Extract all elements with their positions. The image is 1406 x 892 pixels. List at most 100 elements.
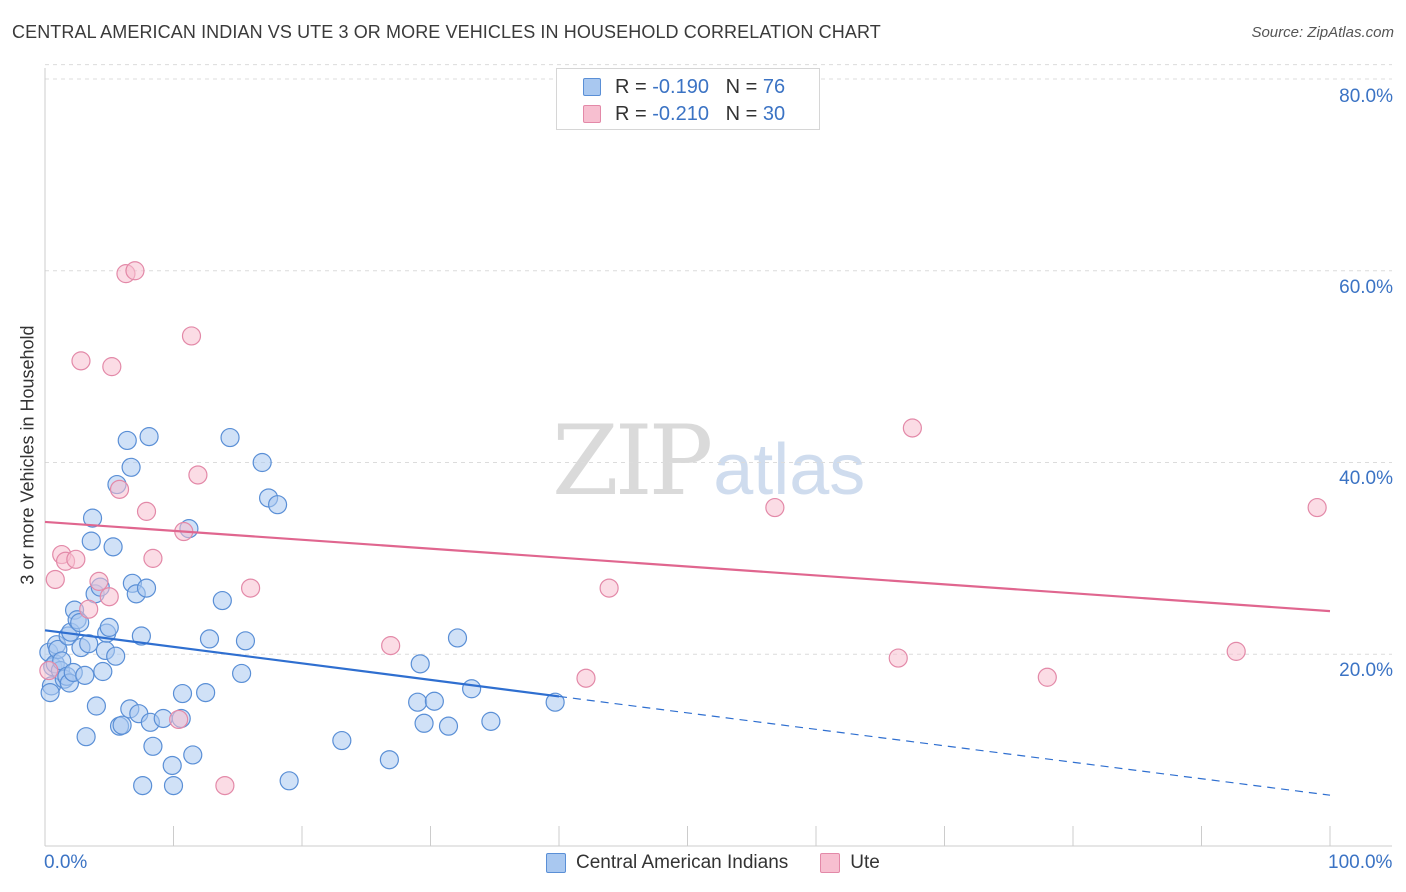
data-point-central-american-indians-65 <box>379 750 399 770</box>
data-point-central-american-indians-73 <box>481 711 501 731</box>
data-point-ute-29 <box>1307 497 1327 518</box>
data-point-ute-7 <box>89 571 109 591</box>
data-point-ute-23 <box>599 578 619 598</box>
legend-swatch-blue <box>546 853 566 873</box>
data-point-central-american-indians-69 <box>424 691 444 711</box>
data-point-ute-24 <box>765 497 785 518</box>
data-point-ute-10 <box>109 479 130 499</box>
data-point-ute-21 <box>381 636 401 656</box>
r-value: -0.210 <box>652 102 709 125</box>
stats-legend: R = -0.190 N = 76 R = -0.210 N = 30 <box>556 68 820 130</box>
data-point-ute-5 <box>71 351 91 371</box>
data-point-central-american-indians-68 <box>414 713 434 733</box>
data-point-central-american-indians-21 <box>81 531 101 551</box>
legend-label: Ute <box>850 852 880 873</box>
data-point-central-american-indians-54 <box>196 682 216 703</box>
data-point-ute-4 <box>66 549 86 569</box>
data-point-central-american-indians-42 <box>133 775 153 796</box>
data-point-central-american-indians-43 <box>136 578 157 598</box>
y-axis-label: 3 or more Vehicles in Household <box>17 325 38 585</box>
data-point-central-american-indians-71 <box>447 628 468 648</box>
data-point-central-american-indians-31 <box>106 646 126 666</box>
pink-swatch <box>583 105 601 123</box>
watermark-atlas: atlas <box>713 430 866 510</box>
trend-line-central-american-indians <box>44 629 560 698</box>
data-point-central-american-indians-44 <box>139 427 159 447</box>
blue-swatch <box>583 78 601 96</box>
watermark-zip: ZIP <box>552 405 713 517</box>
data-point-central-american-indians-26 <box>93 661 113 682</box>
data-point-central-american-indians-59 <box>235 631 256 651</box>
data-point-central-american-indians-60 <box>252 452 272 473</box>
data-point-central-american-indians-48 <box>162 755 182 776</box>
data-point-central-american-indians-72 <box>462 679 482 699</box>
source-note: Source: ZipAtlas.com <box>1251 24 1394 41</box>
data-point-central-american-indians-49 <box>163 775 184 796</box>
data-point-central-american-indians-19 <box>76 727 96 747</box>
data-point-central-american-indians-66 <box>408 692 428 712</box>
x-tick-label-0: 0.0% <box>44 852 88 873</box>
data-point-ute-26 <box>902 418 922 438</box>
y-tick-label-40: 40.0% <box>1339 468 1393 489</box>
legend-item-central-american-indians: Central American Indians <box>546 852 788 874</box>
data-point-ute-8 <box>99 587 119 607</box>
n-value: 76 <box>762 75 786 98</box>
data-point-ute-20 <box>241 578 261 598</box>
data-point-central-american-indians-30 <box>103 537 123 557</box>
chart-title: CENTRAL AMERICAN INDIAN VS UTE 3 OR MORE… <box>12 22 881 42</box>
r-label: R = <box>615 75 653 98</box>
stats-text-pink: R = -0.210 N = 30 <box>615 103 785 126</box>
data-point-central-american-indians-74 <box>545 692 565 712</box>
data-point-central-american-indians-56 <box>212 590 232 611</box>
data-point-central-american-indians-41 <box>131 626 151 646</box>
data-point-central-american-indians-46 <box>143 736 163 756</box>
data-point-central-american-indians-24 <box>86 696 107 716</box>
data-point-central-american-indians-53 <box>183 745 203 765</box>
r-value: -0.190 <box>652 75 709 98</box>
data-point-ute-28 <box>1226 641 1246 661</box>
data-point-ute-15 <box>169 709 189 730</box>
data-point-ute-19 <box>215 775 235 796</box>
data-point-central-american-indians-62 <box>267 495 288 515</box>
data-point-central-american-indians-55 <box>199 629 220 649</box>
y-tick-label-20: 20.0% <box>1339 660 1393 681</box>
trend-line-extension-central-american-indians <box>558 695 1331 796</box>
data-point-central-american-indians-70 <box>438 716 459 736</box>
data-point-ute-17 <box>181 326 202 346</box>
data-point-central-american-indians-63 <box>279 771 299 791</box>
data-point-ute-12 <box>125 261 145 281</box>
data-point-central-american-indians-20 <box>79 634 99 654</box>
r-label: R = <box>615 102 653 125</box>
series-legend: Central American Indians Ute <box>546 852 912 874</box>
n-label: N = <box>725 75 763 98</box>
data-point-central-american-indians-29 <box>99 617 119 638</box>
data-point-ute-13 <box>136 501 157 521</box>
data-point-central-american-indians-34 <box>112 715 132 735</box>
trend-line-ute <box>44 520 1331 613</box>
data-point-ute-14 <box>143 548 163 568</box>
legend-swatch-pink <box>820 853 841 873</box>
data-point-ute-1 <box>45 569 65 590</box>
data-point-ute-0 <box>39 660 59 681</box>
stats-text-blue: R = -0.190 N = 76 <box>615 76 785 99</box>
data-point-central-american-indians-58 <box>232 663 252 684</box>
data-point-central-american-indians-18 <box>75 665 95 685</box>
data-point-central-american-indians-22 <box>82 508 103 528</box>
data-point-central-american-indians-64 <box>332 730 352 751</box>
n-label: N = <box>725 102 763 125</box>
x-tick-label-100: 100.0% <box>1328 852 1393 873</box>
n-value: 30 <box>762 102 786 125</box>
data-point-ute-25 <box>888 648 908 668</box>
watermark: ZIPatlas <box>552 405 865 517</box>
data-point-central-american-indians-51 <box>172 683 193 704</box>
data-point-ute-27 <box>1037 667 1057 687</box>
legend-item-ute: Ute <box>820 852 880 874</box>
data-point-central-american-indians-16 <box>70 613 90 633</box>
data-point-central-american-indians-37 <box>121 457 141 477</box>
data-point-ute-9 <box>102 357 122 377</box>
data-point-ute-22 <box>576 668 596 688</box>
data-point-ute-6 <box>79 599 99 619</box>
data-point-central-american-indians-57 <box>220 427 240 448</box>
data-point-ute-18 <box>188 465 208 485</box>
